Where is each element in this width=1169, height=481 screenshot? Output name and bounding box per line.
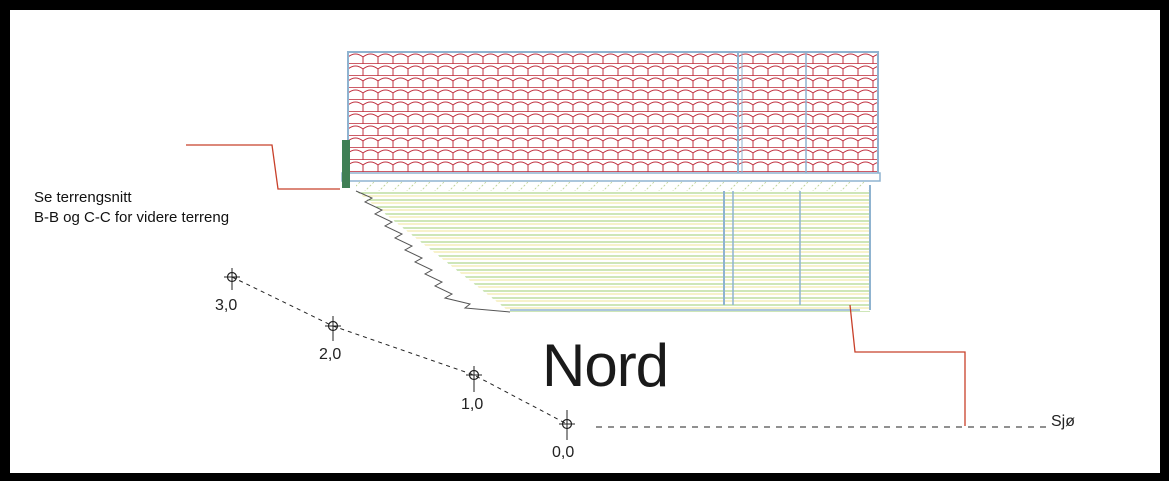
level-label-2: 2,0 <box>319 346 342 363</box>
level-marker-3 <box>224 268 240 290</box>
terrain-line-west <box>186 144 340 190</box>
roof-tiles <box>347 51 879 178</box>
wall <box>355 181 871 313</box>
wall-cladding <box>356 191 870 312</box>
sea-label: Sjø <box>1051 413 1075 430</box>
slope-dashed-line <box>231 276 568 425</box>
terrain-note-line-2: B-B og C-C for videre terreng <box>34 209 230 226</box>
level-marker-1 <box>466 366 482 392</box>
view-title: Nord <box>542 332 669 399</box>
eave-band <box>356 181 870 191</box>
terrain-note: Se terrengsnitt B-B og C-C for videre te… <box>34 188 229 228</box>
terrain-note-line-1: Se terrengsnitt <box>34 189 132 206</box>
roof <box>341 51 881 188</box>
level-label-3: 3,0 <box>215 297 238 314</box>
level-label-0: 0,0 <box>552 444 575 461</box>
level-marker-2 <box>325 316 341 341</box>
level-marker-0 <box>559 410 575 440</box>
chimney-stack <box>342 140 350 188</box>
gutter <box>341 172 881 182</box>
level-label-1: 1,0 <box>461 396 484 413</box>
terrain-line-east <box>849 304 966 426</box>
stepped-foundation <box>355 190 511 313</box>
